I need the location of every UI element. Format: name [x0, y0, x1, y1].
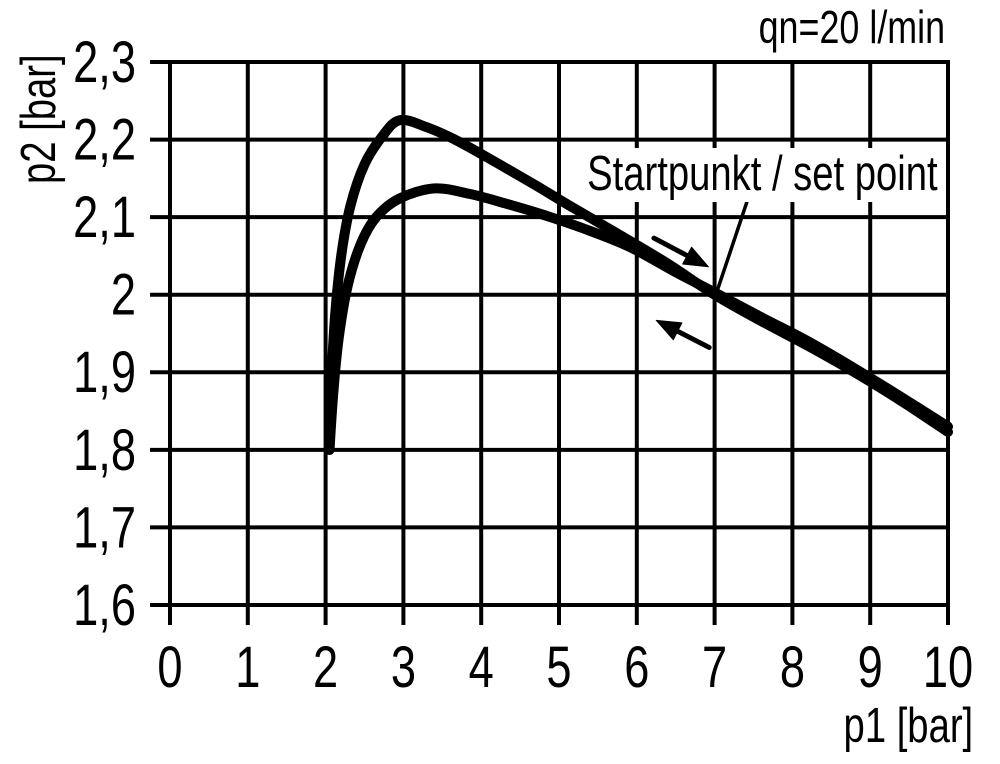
- y-tick-label: 1,7: [73, 496, 136, 561]
- x-tick-label: 9: [858, 636, 883, 701]
- x-tick-label: 7: [702, 636, 727, 701]
- return-direction-arrow-head: [655, 319, 683, 341]
- y-tick-label: 2: [111, 263, 136, 328]
- x-tick-label: 3: [391, 636, 416, 701]
- set-point-annotation-label: Startpunkt / set point: [584, 148, 941, 202]
- curve-pressure-decreasing-branch: [324, 183, 953, 455]
- y-tick-label: 1,8: [73, 419, 136, 484]
- y-tick-label: 2,3: [73, 31, 136, 96]
- x-tick-label: 2: [313, 636, 338, 701]
- x-tick-label: 5: [546, 636, 571, 701]
- forward-direction-arrow-head: [682, 246, 709, 268]
- x-tick-label: 8: [780, 636, 805, 701]
- y-tick-label: 1,9: [73, 341, 136, 406]
- x-tick-label: 6: [624, 636, 649, 701]
- return-direction-arrow-shaft: [671, 326, 712, 350]
- x-tick-label: 0: [157, 636, 182, 701]
- chart-title: qn=20 l/min: [758, 1, 945, 53]
- y-tick-label: 2,2: [73, 108, 136, 173]
- x-tick-label: 1: [235, 636, 260, 701]
- forward-direction-arrow-shaft: [651, 235, 694, 260]
- x-tick-label: 4: [469, 636, 494, 701]
- y-axis-label: p2 [bar]: [12, 54, 66, 184]
- y-tick-label: 1,6: [73, 574, 136, 639]
- x-tick-label: 10: [923, 636, 973, 701]
- y-tick-label: 2,1: [73, 186, 136, 251]
- x-axis-label: p1 [bar]: [843, 699, 973, 753]
